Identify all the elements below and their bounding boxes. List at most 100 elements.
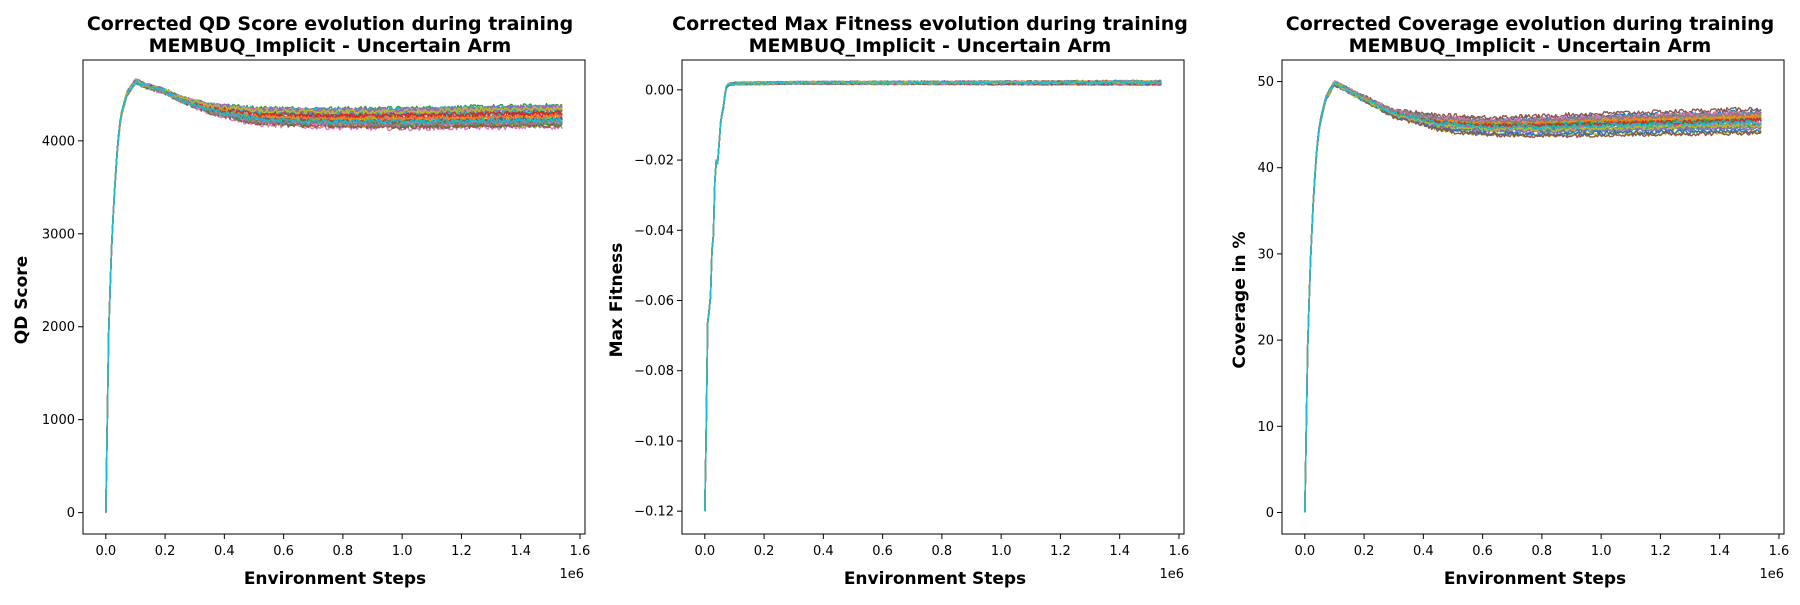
series-line <box>704 80 1162 512</box>
x-offset-label: 1e6 <box>559 567 584 582</box>
series-line <box>704 80 1162 512</box>
series-line <box>105 80 563 513</box>
x-axis-label: Environment Steps <box>1444 569 1626 589</box>
series-line <box>105 79 563 513</box>
y-axis-label: QD Score <box>12 256 32 344</box>
series-line <box>105 79 563 513</box>
series-line <box>105 78 563 513</box>
y-tick-label: 0.00 <box>645 83 674 98</box>
x-tick-label: 1.2 <box>451 544 472 559</box>
x-tick-label: 1.4 <box>1709 544 1730 559</box>
series-line <box>704 79 1162 512</box>
series-line <box>105 79 563 513</box>
series-line <box>704 80 1162 512</box>
series-line <box>704 80 1162 512</box>
x-tick-label: 1.6 <box>1769 544 1790 559</box>
series-line <box>1304 80 1762 513</box>
series-line <box>105 80 563 513</box>
series-line <box>1304 81 1762 513</box>
coverage-panel: Corrected Coverage evolution during trai… <box>1230 13 1789 589</box>
series-line <box>704 80 1162 512</box>
series-line <box>704 80 1162 512</box>
panel-title-line1: Corrected Coverage evolution during trai… <box>1286 13 1775 35</box>
series-line <box>105 79 563 513</box>
x-tick-label: 0.4 <box>1413 544 1434 559</box>
series-line <box>704 80 1162 512</box>
x-tick-label: 0.2 <box>754 544 775 559</box>
series-line <box>105 79 563 513</box>
x-tick-label: 0.2 <box>1354 544 1375 559</box>
x-tick-label: 1.6 <box>570 544 591 559</box>
series-line <box>704 81 1162 512</box>
y-tick-label: 30 <box>1257 247 1274 262</box>
series-line <box>105 80 563 513</box>
x-tick-label: 1.0 <box>1591 544 1612 559</box>
series-lines <box>1304 80 1762 513</box>
series-line <box>1304 82 1762 513</box>
series-line <box>105 79 563 513</box>
series-line <box>1304 81 1762 513</box>
y-tick-label: 0 <box>1266 506 1274 521</box>
series-line <box>704 80 1162 512</box>
series-line <box>704 80 1162 512</box>
series-line <box>1304 83 1762 513</box>
series-line <box>704 80 1162 512</box>
plot-area: 0.0 0.2 0.4 0.6 0.8 1.0 1.2 1.4 1.6 −0.12 −0.10 −0.… <box>634 59 1190 559</box>
series-line <box>1304 82 1762 513</box>
series-line <box>1304 81 1762 513</box>
y-tick-label: 2000 <box>42 320 75 335</box>
x-tick-label: 1.6 <box>1169 544 1190 559</box>
y-tick-label: −0.10 <box>634 434 674 449</box>
y-tick-label: 4000 <box>42 134 75 149</box>
series-line <box>105 78 563 513</box>
plot-area: 0.0 0.2 0.4 0.6 0.8 1.0 1.2 1.4 1.6 0 10 20 30 40 50 <box>1257 59 1790 559</box>
series-line <box>704 81 1162 512</box>
x-tick-label: 0.8 <box>1532 544 1553 559</box>
series-line <box>105 79 563 513</box>
x-tick-label: 1.4 <box>1109 544 1130 559</box>
qd-score-panel: Corrected QD Score evolution during trai… <box>12 13 590 589</box>
y-tick-label: −0.12 <box>634 505 674 520</box>
panel-title-line2: MEMBUQ_Implicit - Uncertain Arm <box>1349 35 1712 57</box>
panel-title-line2: MEMBUQ_Implicit - Uncertain Arm <box>749 35 1112 57</box>
x-tick-label: 1.2 <box>1050 544 1071 559</box>
y-tick-label: −0.02 <box>634 154 674 169</box>
series-line <box>105 78 563 513</box>
series-line <box>105 79 563 513</box>
panel-title-line1: Corrected Max Fitness evolution during t… <box>672 13 1188 35</box>
panel-title-line1: Corrected QD Score evolution during trai… <box>87 13 573 35</box>
series-line <box>704 80 1162 512</box>
series-line <box>105 80 563 513</box>
x-tick-label: 0.4 <box>813 544 834 559</box>
series-line <box>105 80 563 513</box>
panel-title-line2: MEMBUQ_Implicit - Uncertain Arm <box>149 35 512 57</box>
x-tick-label: 0.8 <box>333 544 354 559</box>
x-tick-label: 0.4 <box>214 544 235 559</box>
series-line <box>105 78 563 513</box>
x-tick-label: 1.0 <box>392 544 413 559</box>
series-line <box>105 79 563 513</box>
series-line <box>105 79 563 513</box>
series-line <box>704 80 1162 512</box>
series-line <box>1304 82 1762 513</box>
y-tick-label: 40 <box>1257 161 1274 176</box>
max-fitness-panel: Corrected Max Fitness evolution during t… <box>607 13 1189 589</box>
series-line <box>1304 83 1762 513</box>
series-line <box>704 80 1162 512</box>
y-tick-label: −0.06 <box>634 294 674 309</box>
series-line <box>1304 81 1762 513</box>
y-tick-label: 10 <box>1257 420 1274 435</box>
y-tick-label: 50 <box>1257 75 1274 90</box>
series-line <box>1304 81 1762 513</box>
x-tick-label: 1.2 <box>1650 544 1671 559</box>
series-lines <box>105 78 563 513</box>
series-line <box>105 80 563 513</box>
series-line <box>1304 81 1762 513</box>
series-line <box>105 79 563 513</box>
series-line <box>704 80 1162 512</box>
x-tick-label: 0.6 <box>1472 544 1493 559</box>
series-line <box>1304 80 1762 513</box>
x-tick-label: 0.6 <box>273 544 294 559</box>
series-line <box>105 79 563 513</box>
